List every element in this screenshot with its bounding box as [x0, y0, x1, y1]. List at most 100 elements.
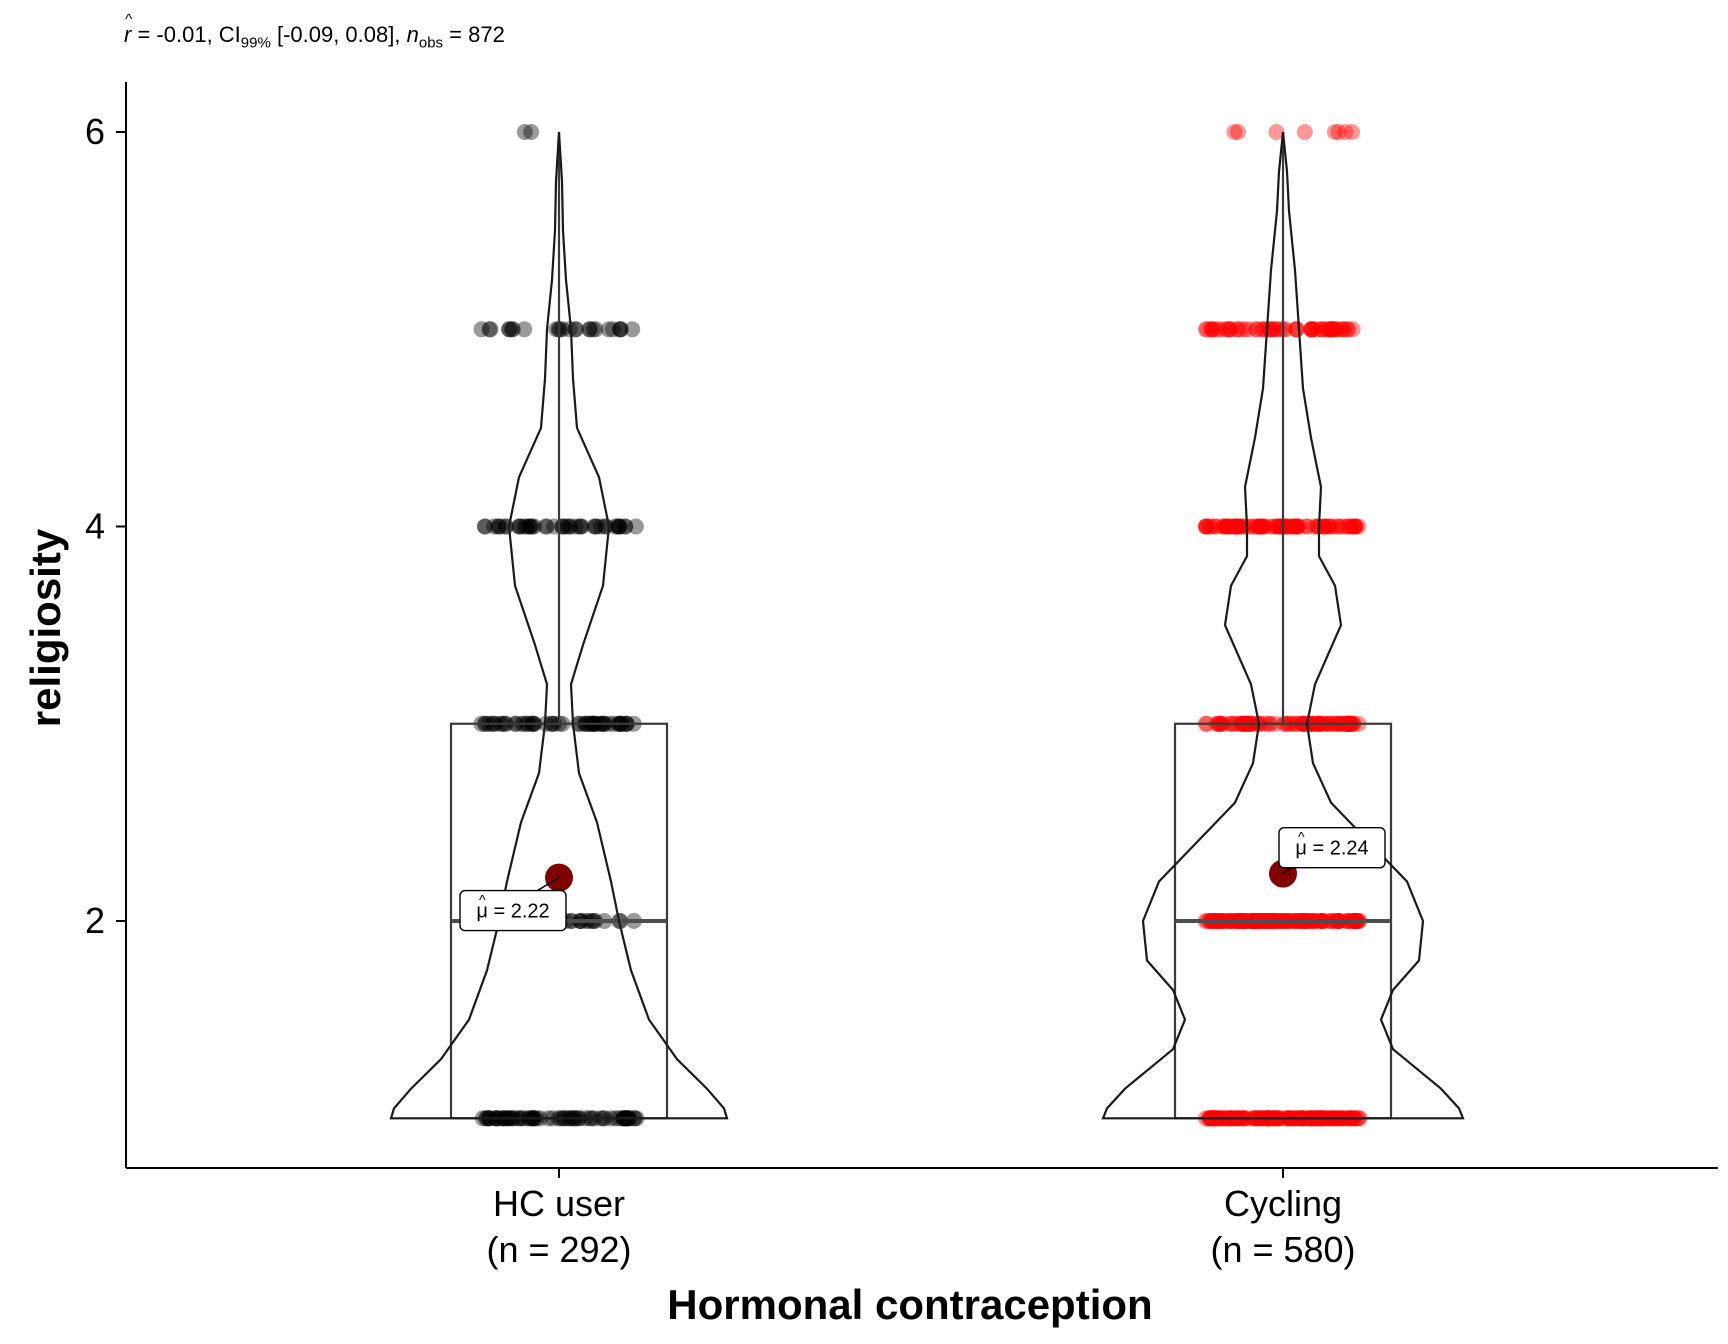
data-point [1308, 321, 1325, 338]
data-point [516, 518, 533, 535]
mean-label-hat: ^ [479, 892, 486, 908]
data-point [624, 321, 641, 338]
data-point [607, 518, 624, 535]
data-point [587, 321, 604, 338]
data-point [1315, 321, 1332, 338]
data-point [1222, 321, 1239, 338]
data-point [1273, 518, 1289, 535]
data-point [1313, 321, 1330, 338]
data-point [1218, 518, 1235, 535]
data-point [572, 518, 589, 535]
data-point [1303, 321, 1320, 338]
data-point [1268, 124, 1285, 140]
data-point [1328, 321, 1345, 338]
data-point [1247, 518, 1264, 535]
data-point [1262, 321, 1279, 338]
data-point [1251, 518, 1268, 535]
y-axis-title: religiosity [22, 528, 69, 727]
data-point [1226, 518, 1243, 535]
data-point [1222, 518, 1239, 535]
data-point [497, 518, 514, 535]
data-point [571, 518, 588, 535]
data-point [1268, 518, 1285, 535]
data-point [581, 321, 598, 338]
data-point [1256, 518, 1273, 535]
data-point [1207, 518, 1224, 535]
x-tick-n-label: (n = 292) [486, 1229, 631, 1270]
data-point [1287, 518, 1304, 535]
data-point [1322, 321, 1339, 338]
data-point [1229, 518, 1246, 535]
data-point [1205, 321, 1222, 338]
data-point [1344, 321, 1361, 338]
data-point [1288, 321, 1305, 338]
data-point [1236, 518, 1253, 535]
data-point [1319, 518, 1336, 535]
data-point [1249, 321, 1266, 338]
data-point [1313, 321, 1330, 338]
data-point [1277, 518, 1294, 535]
data-point [1325, 518, 1342, 535]
data-point [612, 321, 629, 338]
data-point [1197, 518, 1214, 535]
data-point [1229, 518, 1246, 535]
data-point [1337, 124, 1354, 140]
data-point [604, 321, 621, 338]
data-point [538, 518, 555, 535]
data-point [1253, 518, 1270, 535]
data-point [1338, 518, 1355, 535]
data-point [1305, 321, 1321, 338]
data-point [537, 518, 554, 535]
data-point [1350, 518, 1367, 535]
data-point [510, 518, 527, 535]
data-point [609, 518, 626, 535]
data-point [1226, 518, 1243, 535]
data-point [1288, 518, 1305, 535]
data-point [1269, 321, 1286, 338]
data-point [610, 518, 627, 535]
data-point [481, 321, 498, 338]
data-point [611, 518, 628, 535]
data-point [1323, 321, 1340, 338]
data-point [1256, 518, 1273, 535]
data-point [501, 321, 518, 338]
data-point [1334, 518, 1351, 535]
data-point [1219, 321, 1236, 338]
mean-label-text: μ = 2.24 [1295, 838, 1368, 860]
data-point [1208, 518, 1225, 535]
data-point [1321, 321, 1338, 338]
data-point [561, 321, 578, 338]
data-point [1328, 321, 1345, 338]
data-point [1281, 518, 1298, 535]
data-point [1289, 518, 1305, 535]
data-point [1333, 321, 1350, 338]
data-point [1296, 124, 1313, 140]
data-point [477, 518, 493, 535]
data-point [1203, 518, 1220, 535]
data-point [1248, 321, 1265, 338]
data-point [1346, 518, 1363, 535]
data-point [588, 518, 605, 535]
x-tick-n-label: (n = 580) [1210, 1229, 1355, 1270]
data-point [1288, 321, 1305, 338]
data-point [562, 518, 578, 535]
data-point [1330, 518, 1347, 535]
data-point [1241, 321, 1257, 338]
data-point [504, 321, 521, 338]
subtitle-n-symbol: n [406, 22, 419, 47]
axis-ticks: 2 4 6 HC user (n = 292) Cycling (n = 580) [85, 111, 1356, 1270]
data-point [1291, 518, 1308, 535]
data-point [1326, 124, 1343, 140]
data-point [1253, 518, 1269, 535]
data-point [1257, 321, 1274, 338]
data-point [1263, 518, 1280, 535]
data-point [1318, 321, 1335, 338]
data-point [1324, 321, 1341, 338]
data-point [521, 518, 538, 535]
data-point [1267, 321, 1283, 338]
data-point [1346, 518, 1363, 535]
data-point [1347, 518, 1364, 535]
data-point [1342, 518, 1359, 535]
data-point [511, 518, 528, 535]
